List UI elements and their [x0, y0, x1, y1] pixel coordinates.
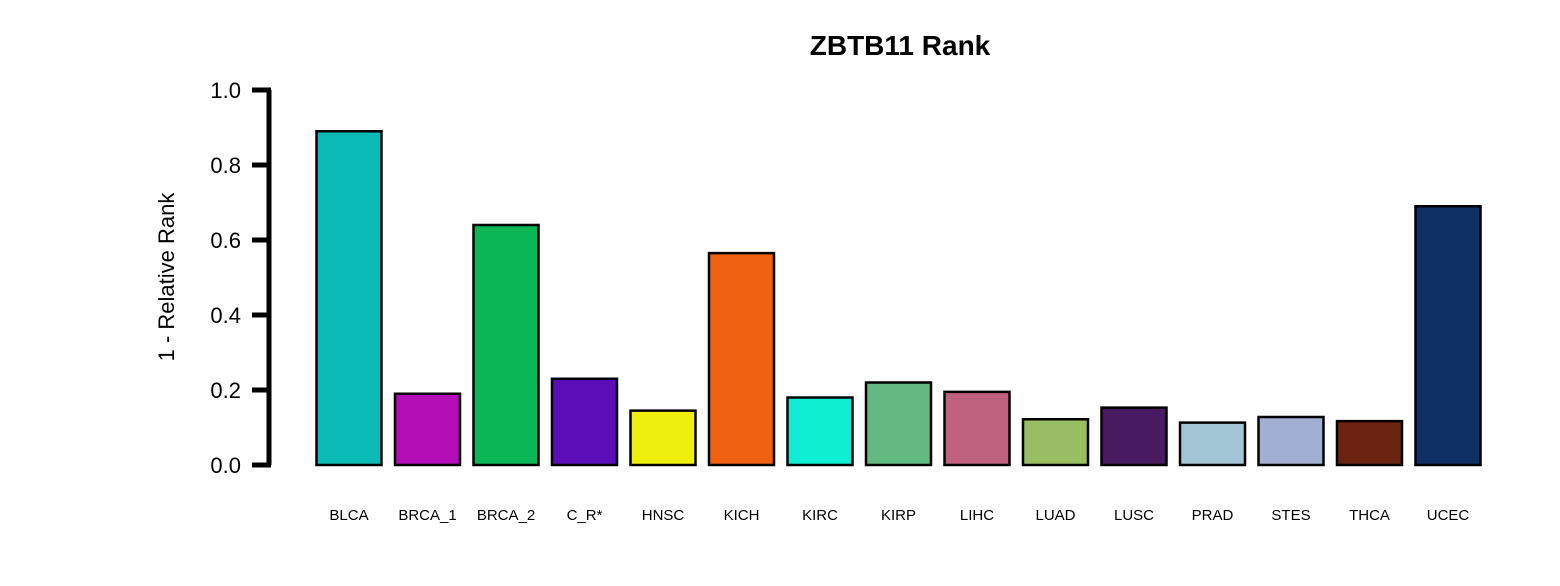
y-tick-label: 0.6: [210, 228, 241, 253]
bar-luad: [1021, 418, 1090, 467]
x-tick-label: UCEC: [1427, 507, 1470, 524]
x-tick-label: KIRC: [802, 507, 838, 524]
bar-stes: [1257, 415, 1325, 467]
x-tick-label: BRCA_2: [477, 507, 535, 524]
bar-kirc: [786, 396, 854, 467]
x-tick-label: HNSC: [642, 507, 685, 524]
bar-lihc: [943, 390, 1011, 467]
y-tick-label: 0.2: [210, 378, 241, 403]
x-tick-label: LUAD: [1035, 507, 1075, 524]
x-tick-label: STES: [1271, 507, 1310, 524]
y-tick-label: 0.0: [210, 453, 241, 478]
x-tick-label: LUSC: [1114, 507, 1154, 524]
x-tick-label: C_R*: [567, 507, 603, 524]
y-axis-label: 1 - Relative Rank: [154, 192, 179, 362]
bar-thca: [1335, 419, 1404, 467]
x-tick-label: PRAD: [1192, 507, 1234, 524]
bar-brca-2: [472, 223, 540, 467]
x-tick-label: LIHC: [960, 507, 994, 524]
y-tick-label: 0.4: [210, 303, 241, 328]
y-tick-label: 0.8: [210, 153, 241, 178]
x-tick-label: BLCA: [329, 507, 368, 524]
bar-hnsc: [629, 409, 697, 467]
y-tick-label: 1.0: [210, 78, 241, 103]
x-tick-label: THCA: [1349, 507, 1390, 524]
bar-kich: [707, 251, 776, 467]
x-tick-label: KICH: [724, 507, 760, 524]
bar-ucec: [1414, 205, 1482, 467]
bars: [315, 130, 1482, 467]
bar-c-r: [550, 377, 619, 467]
bar-lusc: [1100, 406, 1168, 467]
y-axis: 0.0 0.2 0.4 0.6 0.8 1.0: [210, 78, 272, 478]
bar-prad: [1178, 421, 1247, 467]
x-tick-label: KIRP: [881, 507, 916, 524]
x-tick-labels: BLCA BRCA_1 BRCA_2 C_R* HNSC KICH KIRC KIRP LIHC…: [329, 507, 1469, 524]
x-tick-label: BRCA_1: [398, 507, 456, 524]
chart-title: ZBTB11 Rank: [810, 30, 991, 61]
bar-brca-1: [393, 392, 462, 467]
bar-blca: [315, 130, 383, 467]
bar-kirp: [864, 381, 933, 467]
